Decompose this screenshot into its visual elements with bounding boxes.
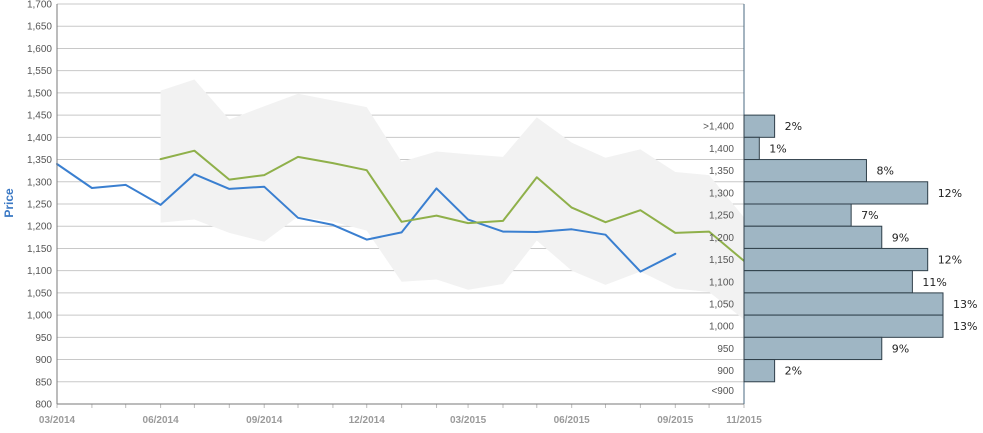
y-tick-label: 1,600	[27, 44, 52, 55]
histogram-bin-label: 1,200	[709, 233, 734, 244]
histogram-bin-label: 1,150	[709, 255, 734, 266]
histogram-bin-label: 1,100	[709, 277, 734, 288]
x-tick-label: 03/2014	[39, 415, 76, 426]
y-tick-label: 1,400	[27, 133, 52, 144]
x-tick-label: 03/2015	[450, 415, 487, 426]
histogram-bar	[743, 270, 913, 294]
histogram-bar	[743, 314, 944, 338]
histogram-bar	[743, 247, 929, 272]
y-tick-label: 1,150	[27, 244, 52, 255]
histogram-bin-label: 1,000	[709, 322, 734, 333]
histogram-bar	[743, 203, 852, 227]
x-tick-label: 09/2014	[246, 415, 283, 426]
series-line-1	[56, 163, 677, 273]
x-tick-labels: 03/2014 06/2014 09/2014 12/2014 03/2015 06/20…	[39, 415, 762, 426]
histogram-bin-label: >1,400	[703, 122, 734, 133]
range-band-area	[160, 79, 766, 327]
histogram-bin-label: 1,250	[709, 211, 734, 222]
y-tick-label: 1,550	[27, 66, 52, 77]
histogram-bar	[743, 336, 883, 361]
histogram-percent-label: 12%	[938, 187, 962, 200]
histogram-bar	[743, 225, 883, 249]
y-tick-label: 1,250	[27, 200, 52, 211]
series-line-2	[159, 149, 767, 263]
y-axis-label: Price	[2, 188, 16, 218]
y-tick-label: 1,450	[27, 111, 52, 122]
histogram-percent-label: 13%	[953, 298, 977, 311]
histogram-percent-label: 1%	[769, 142, 786, 155]
histogram-bin-label: <900	[711, 386, 734, 397]
histogram-bin-label: 900	[717, 366, 734, 377]
histogram-bar	[743, 292, 944, 316]
histogram-bin-label: 1,300	[709, 188, 734, 199]
y-tick-label: 1,100	[27, 266, 52, 277]
y-tick-label: 800	[35, 400, 52, 411]
x-tick-label: 12/2014	[349, 415, 386, 426]
y-tick-label: 1,200	[27, 222, 52, 233]
histogram-percent-label: 13%	[953, 320, 977, 333]
histogram-percent-label: 7%	[861, 209, 878, 222]
y-tick-label: 1,300	[27, 177, 52, 188]
histogram-percent-label: 9%	[892, 342, 909, 355]
histogram-bin-label: 950	[717, 344, 734, 355]
histogram-bar	[743, 359, 776, 383]
y-tick-label: 900	[35, 355, 52, 366]
histogram-percent-label: 11%	[922, 276, 946, 289]
histogram-percent-label: 2%	[785, 120, 802, 133]
histogram-bar	[743, 114, 776, 138]
histogram-percent-label: 2%	[785, 365, 802, 378]
histogram-bin-label: 1,400	[709, 144, 734, 155]
y-tick-label: 850	[35, 377, 52, 388]
x-tick-label: 11/2015	[726, 415, 762, 426]
y-tick-label: 1,500	[27, 88, 52, 99]
x-tick-label: 09/2015	[657, 415, 694, 426]
x-tick-label: 06/2015	[554, 415, 591, 426]
y-tick-label: 1,000	[27, 311, 52, 322]
series-lines	[56, 149, 767, 273]
histogram-bin-label: 1,050	[709, 300, 734, 311]
x-tick-label: 06/2014	[143, 415, 180, 426]
distribution-histogram: >1,400 2% 1,400 1% 1,350 8% 1,300 12% 1,250 7% 1,2…	[703, 114, 977, 397]
histogram-percent-label: 12%	[938, 254, 962, 267]
y-tick-label: 1,650	[27, 22, 52, 33]
y-tick-labels: 800 850 900 950 1,000 1,050 1,100 1,150 1,200 1,2…	[27, 0, 52, 411]
histogram-percent-label: 9%	[892, 231, 909, 244]
y-tick-label: 1,350	[27, 155, 52, 166]
price-range-band	[160, 79, 766, 327]
y-tick-label: 1,700	[27, 0, 52, 11]
histogram-bar	[743, 159, 867, 183]
y-tick-label: 950	[35, 333, 52, 344]
histogram-bar	[743, 136, 760, 161]
histogram-bar	[743, 181, 929, 205]
histogram-percent-label: 8%	[876, 165, 893, 178]
histogram-bin-label: 1,350	[709, 166, 734, 177]
y-tick-label: 1,050	[27, 288, 52, 299]
